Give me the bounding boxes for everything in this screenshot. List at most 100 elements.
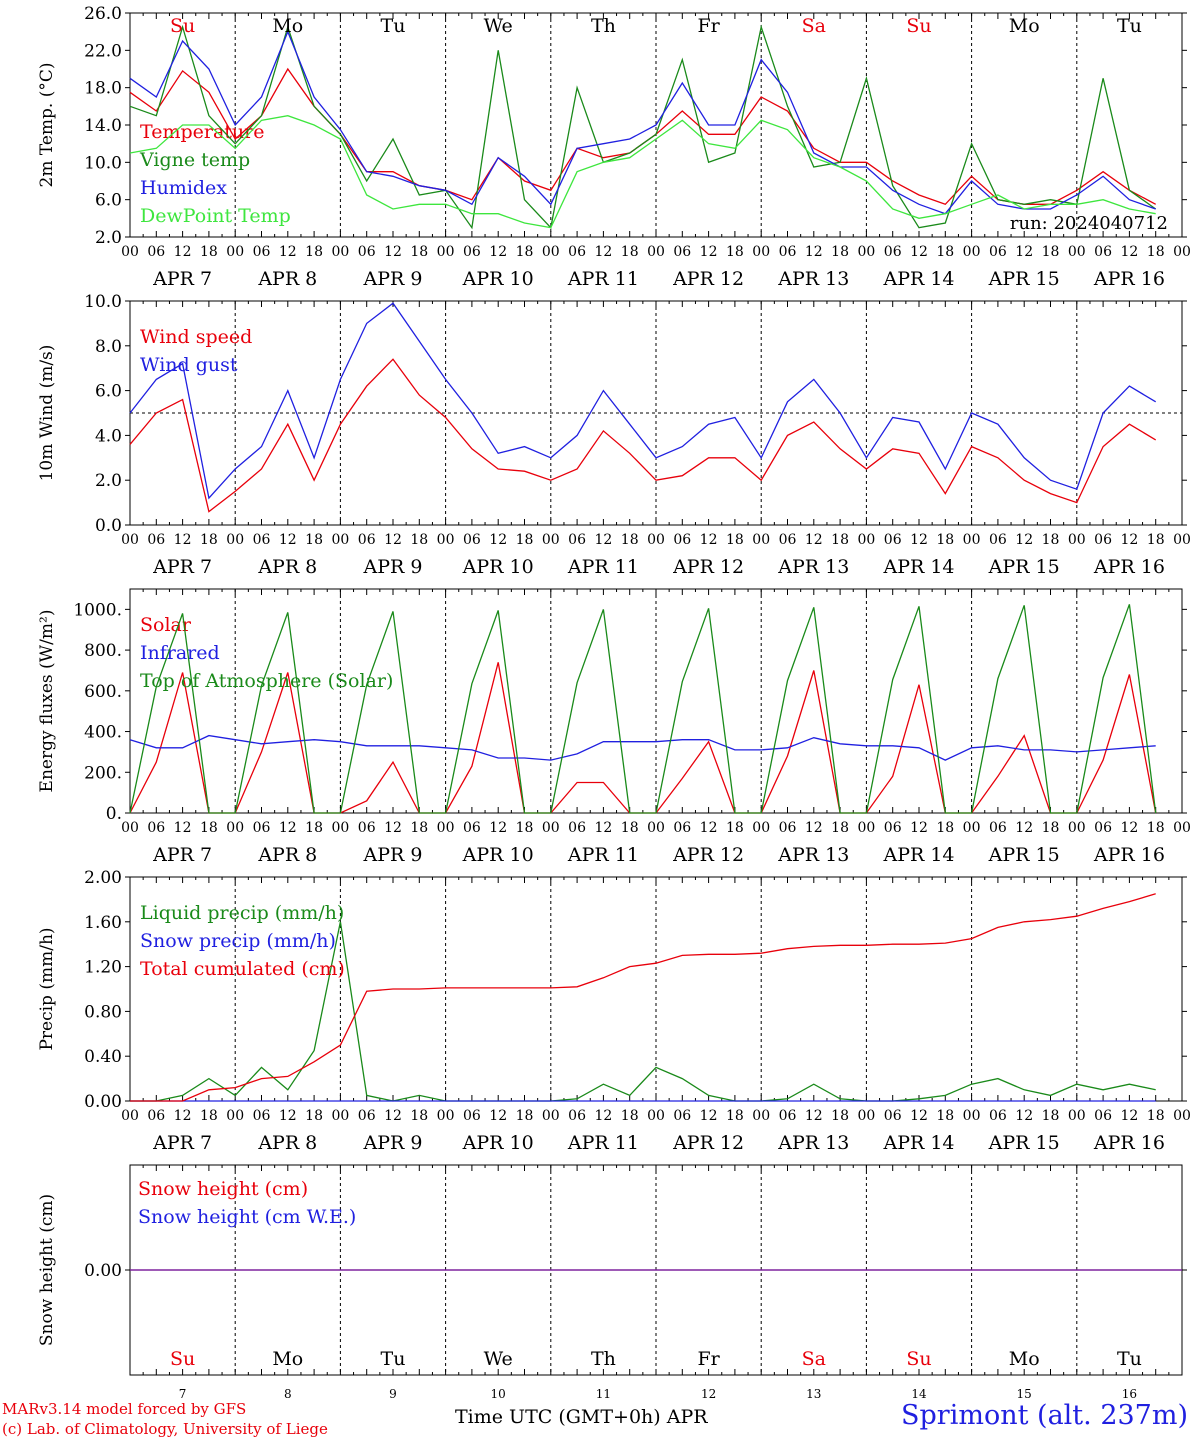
- x-hour-label: 18: [1147, 532, 1165, 548]
- legend-label: Total cumulated (cm): [140, 958, 345, 980]
- x-hour-label: 12: [1015, 244, 1033, 260]
- x-hour-label: 18: [936, 820, 954, 836]
- weekday-label: We: [484, 15, 513, 37]
- x-date-label: APR 15: [988, 268, 1060, 290]
- x-hour-label: 06: [147, 820, 165, 836]
- series-line-dewpoint-temp: [129, 115, 1156, 229]
- x-hour-label: 00: [857, 820, 875, 836]
- x-hour-label: 18: [1042, 532, 1060, 548]
- y-tick-label: 6.0: [95, 382, 122, 402]
- weekday-label: Mo: [1009, 1348, 1040, 1370]
- series-line-vigne-temp: [129, 24, 1157, 230]
- x-hour-label: 06: [1094, 1108, 1112, 1124]
- x-hour-label: 00: [1068, 532, 1086, 548]
- x-hour-label: 06: [358, 244, 376, 260]
- y-tick-label: 2.0: [95, 471, 122, 491]
- x-hour-label: 18: [1042, 820, 1060, 836]
- weekday-label: Tu: [1117, 1348, 1142, 1370]
- x-hour-label: 00: [857, 244, 875, 260]
- x-hour-label: 06: [779, 244, 797, 260]
- x-hour-label: 18: [410, 244, 428, 260]
- x-date-label: APR 8: [257, 844, 317, 866]
- x-hour-label: 18: [726, 244, 744, 260]
- x-hour-label: 18: [516, 244, 534, 260]
- day-number-label: 13: [806, 1387, 821, 1401]
- y-tick-label: 2.0: [95, 228, 122, 248]
- series-line-total-cumulated-cm-: [130, 893, 1156, 1102]
- x-hour-label: 06: [253, 244, 271, 260]
- series-line-liquid-precip-mm-h-: [130, 921, 1156, 1102]
- x-hour-label: 12: [489, 820, 507, 836]
- y-axis-label: Precip (mm/h): [37, 927, 57, 1050]
- x-hour-label: 00: [1173, 820, 1191, 836]
- y-tick-label: 800.: [84, 641, 122, 661]
- x-hour-label: 18: [936, 244, 954, 260]
- x-date-label: APR 7: [152, 844, 212, 866]
- x-hour-label: 12: [384, 1108, 402, 1124]
- x-hour-label: 00: [437, 1108, 455, 1124]
- x-hour-label: 12: [1015, 820, 1033, 836]
- x-date-label: APR 13: [777, 844, 849, 866]
- x-hour-label: 18: [621, 244, 639, 260]
- panel-5: 0.00 Snow height (cm) Snow height (cm) Snow…: [37, 1164, 1187, 1401]
- x-date-label: APR 13: [777, 268, 849, 290]
- y-tick-label: 1.60: [84, 913, 122, 933]
- weekday-label: Sa: [802, 15, 826, 37]
- x-hour-label: 18: [726, 820, 744, 836]
- weekday-label: Su: [906, 15, 931, 37]
- x-hour-label: 12: [174, 244, 192, 260]
- x-hour-label: 06: [358, 532, 376, 548]
- day-number-label: 9: [389, 1387, 397, 1401]
- x-hour-label: 06: [884, 532, 902, 548]
- x-date-label: APR 9: [363, 556, 423, 578]
- y-tick-label: 600.: [84, 682, 122, 702]
- x-hour-label: 12: [279, 532, 297, 548]
- x-hour-label: 00: [752, 820, 770, 836]
- x-hour-label: 00: [331, 244, 349, 260]
- x-date-label: APR 9: [363, 1132, 423, 1154]
- weekday-label: Mo: [272, 1348, 303, 1370]
- x-hour-label: 00: [226, 820, 244, 836]
- x-hour-label: 18: [200, 820, 218, 836]
- x-date-label: APR 9: [363, 844, 423, 866]
- x-hour-label: 06: [463, 532, 481, 548]
- x-hour-label: 06: [463, 1108, 481, 1124]
- x-hour-label: 18: [305, 532, 323, 548]
- x-date-label: APR 14: [882, 1132, 954, 1154]
- x-hour-label: 12: [489, 244, 507, 260]
- x-date-label: APR 15: [988, 556, 1060, 578]
- x-hour-label: 12: [384, 532, 402, 548]
- weekday-label: Su: [170, 15, 195, 37]
- x-hour-label: 12: [1120, 1108, 1138, 1124]
- series-line-infrared: [129, 734, 1156, 761]
- series-line-wind-speed: [129, 358, 1157, 513]
- x-hour-label: 12: [700, 244, 718, 260]
- x-hour-label: 18: [831, 244, 849, 260]
- x-hour-label: 00: [647, 820, 665, 836]
- x-hour-label: 06: [358, 820, 376, 836]
- x-hour-label: 00: [752, 1108, 770, 1124]
- y-tick-label: 6.0: [95, 191, 122, 211]
- day-number-label: 15: [1017, 1387, 1032, 1401]
- y-axis-label: 2m Temp. (°C): [37, 62, 57, 187]
- x-hour-label: 00: [752, 532, 770, 548]
- weekday-label: Mo: [272, 15, 303, 37]
- series-line-humidex: [129, 29, 1156, 215]
- legend-label: Solar: [140, 614, 192, 636]
- weekday-label: Tu: [1117, 15, 1142, 37]
- x-date-label: APR 8: [257, 268, 317, 290]
- x-hour-label: 06: [673, 1108, 691, 1124]
- x-hour-label: 00: [542, 820, 560, 836]
- x-hour-label: 12: [384, 820, 402, 836]
- legend-label: Temperature: [140, 121, 264, 143]
- legend-label: Humidex: [140, 177, 227, 199]
- legend-label: Infrared: [140, 642, 220, 664]
- x-date-label: APR 12: [672, 268, 744, 290]
- x-hour-label: 18: [936, 532, 954, 548]
- x-hour-label: 06: [253, 1108, 271, 1124]
- x-hour-label: 12: [279, 820, 297, 836]
- x-hour-label: 12: [910, 244, 928, 260]
- y-tick-label: 26.0: [84, 4, 122, 24]
- x-hour-label: 12: [279, 1108, 297, 1124]
- y-tick-label: 8.0: [95, 337, 122, 357]
